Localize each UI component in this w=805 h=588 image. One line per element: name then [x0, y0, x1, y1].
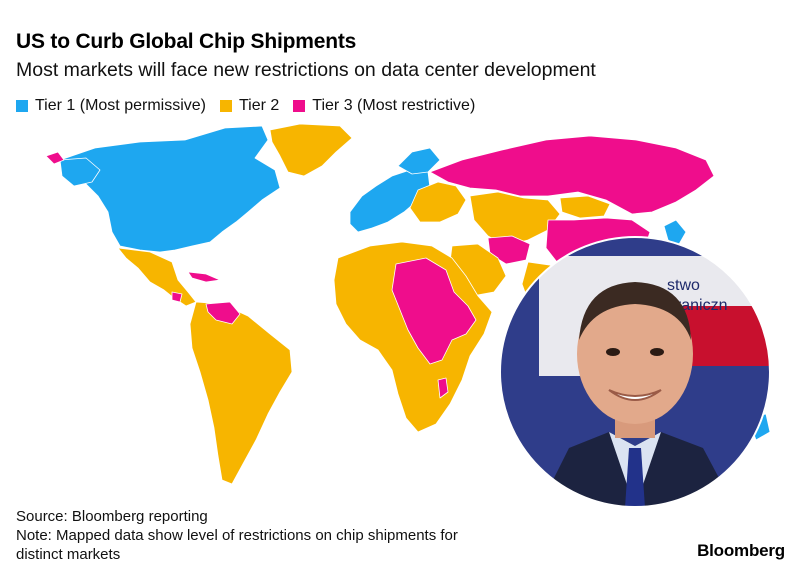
region-nicaragua: [171, 291, 183, 303]
data-note: Note: Mapped data show level of restrict…: [16, 527, 458, 563]
region-japan: [663, 219, 687, 247]
region-mongolia: [559, 195, 611, 219]
photo-sign-line1: stwo: [667, 277, 700, 294]
region-scandinavia: [397, 147, 441, 175]
legend-swatch-tier1: [16, 100, 28, 112]
region-russia: [429, 135, 715, 215]
footer-notes: Source: Bloomberg reporting Note: Mapped…: [16, 507, 616, 564]
legend-label-tier3: Tier 3 (Most restrictive): [312, 97, 476, 114]
legend-label-tier2: Tier 2: [238, 97, 280, 114]
legend-swatch-tier2: [219, 100, 232, 112]
region-madagascar: [437, 377, 449, 399]
region-eastern-europe: [409, 181, 467, 223]
chart-title: US to Curb Global Chip Shipments: [16, 30, 357, 53]
region-alaska: [59, 157, 101, 187]
region-central-africa: [391, 257, 477, 365]
legend-label-tier1: Tier 1 (Most permissive): [35, 97, 206, 114]
legend-item-tier2: Tier 2: [219, 97, 280, 115]
legend-item-tier1: Tier 1 (Most permissive): [16, 97, 206, 115]
legend-swatch-tier3: [293, 100, 306, 112]
region-venezuela: [205, 301, 241, 325]
region-south-america: [189, 301, 293, 485]
region-north-america: [59, 125, 281, 253]
region-mexico: [117, 247, 197, 307]
legend-item-tier3: Tier 3 (Most restrictive): [293, 97, 475, 115]
legend: Tier 1 (Most permissive) Tier 2 Tier 3 (…: [16, 97, 489, 115]
portrait-photo: stwo graniczn: [499, 236, 771, 508]
chart-subtitle: Most markets will face new restrictions …: [16, 59, 596, 81]
region-arctic-island: [45, 151, 65, 165]
region-greenland: [269, 123, 353, 177]
bloomberg-logo: Bloomberg: [697, 541, 785, 560]
source-note: Source: Bloomberg reporting: [16, 508, 208, 525]
region-cuba: [187, 271, 221, 283]
